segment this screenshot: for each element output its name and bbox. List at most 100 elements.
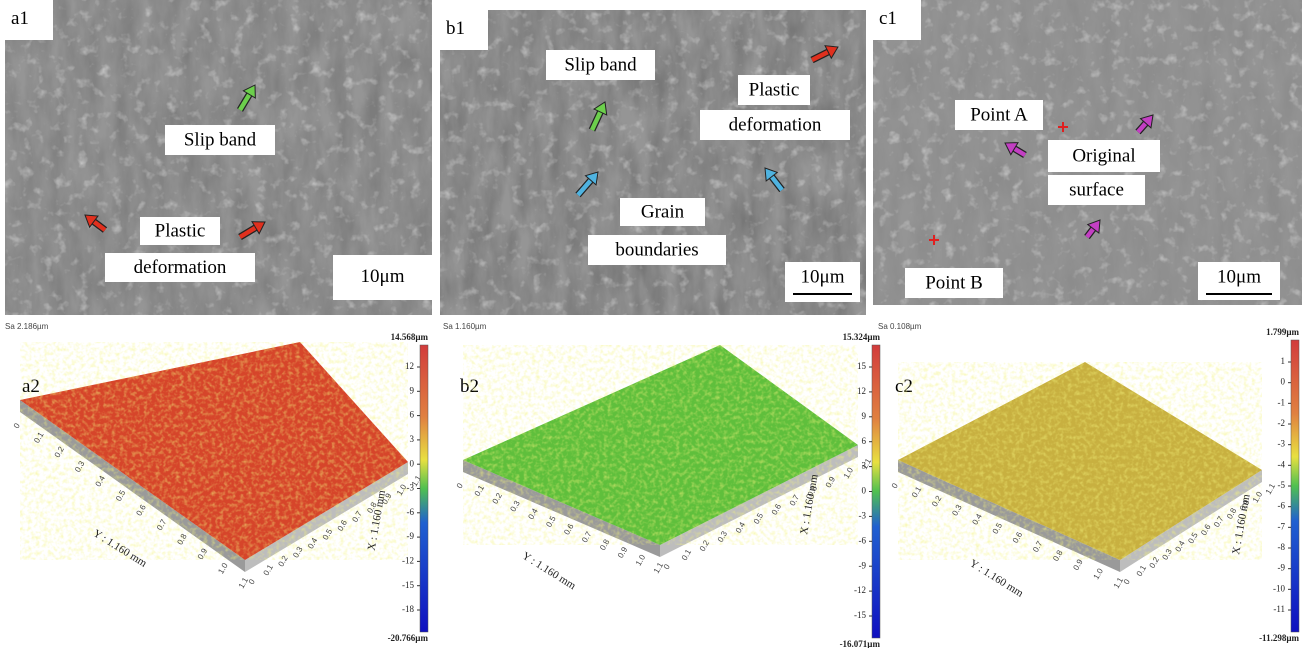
- colorbar: [420, 345, 428, 632]
- figure: a1 Slip band Plastic deformation 10μm b1 Slip …: [0, 0, 1304, 648]
- y-axis-tick: 0.8: [175, 532, 189, 547]
- y-axis-tick: 1.0: [634, 553, 648, 568]
- annotation: Point A: [970, 104, 1028, 125]
- x-axis-tick: 0.5: [752, 511, 766, 526]
- y-axis-tick: 0: [890, 481, 900, 490]
- colorbar-tick-label: -5: [1278, 480, 1286, 490]
- panel-label: c2: [895, 376, 913, 397]
- colorbar-min: -20.766µm: [388, 633, 429, 643]
- y-axis-tick: 0.3: [950, 503, 964, 518]
- y-axis-tick: 0.9: [196, 546, 210, 561]
- y-axis-tick: 0.4: [526, 506, 540, 521]
- colorbar-tick-label: 12: [857, 386, 866, 396]
- y-axis-tick: 0.9: [616, 545, 630, 560]
- annotation: Original: [1072, 145, 1135, 166]
- colorbar-tick-label: -6: [859, 535, 867, 545]
- annotation: boundaries: [615, 239, 698, 260]
- colorbar-tick-label: -18: [402, 604, 414, 614]
- x-axis-label: X : 1.160 mm: [1230, 493, 1253, 556]
- x-axis-tick: 0.3: [716, 529, 730, 544]
- colorbar-tick-label: 12: [405, 361, 414, 371]
- y-axis-tick: 0.6: [562, 522, 576, 537]
- sa-value: Sa 1.160µm: [443, 322, 487, 331]
- y-axis-tick: 0.1: [473, 483, 487, 498]
- x-axis-tick: 0.5: [321, 527, 335, 542]
- annotation: Slip band: [184, 129, 257, 150]
- colorbar-tick-label: -9: [1278, 563, 1286, 573]
- panel-label: b1: [446, 18, 465, 39]
- x-axis-tick: 1.1: [1264, 481, 1278, 496]
- annotation: Plastic: [749, 79, 800, 100]
- colorbar-tick-label: -7: [1278, 521, 1286, 531]
- y-axis-tick: 0.9: [1071, 557, 1085, 572]
- x-axis-tick: 0.1: [680, 547, 694, 562]
- y-axis-tick: 0.2: [491, 491, 505, 506]
- x-axis-tick: 0.4: [306, 536, 320, 551]
- y-axis-tick: 1.0: [1092, 566, 1106, 581]
- y-axis-label: Y : 1.160 mm: [967, 557, 1025, 600]
- x-axis-tick: 0.7: [788, 493, 802, 508]
- colorbar-tick-label: 1: [1281, 356, 1286, 366]
- x-axis-tick: 0.6: [770, 502, 784, 517]
- annotation: surface: [1069, 179, 1124, 200]
- x-axis-tick: 0.2: [1148, 555, 1162, 570]
- annotation: Slip band: [564, 54, 637, 75]
- x-axis-tick: 0.7: [350, 509, 364, 524]
- x-axis-tick: 0.1: [262, 563, 276, 578]
- colorbar-tick-label: 9: [410, 385, 415, 395]
- colorbar-tick-label: -3: [407, 483, 415, 493]
- y-axis-tick: 0.8: [1051, 548, 1065, 563]
- y-axis-label: Y : 1.160 mm: [520, 550, 578, 593]
- x-axis-tick: 1.0: [842, 466, 856, 481]
- y-axis-tick: 0: [455, 481, 465, 490]
- y-axis-tick: 0.5: [991, 521, 1005, 536]
- colorbar-max: 1.799µm: [1266, 327, 1299, 337]
- colorbar-tick-label: -12: [854, 585, 866, 595]
- x-axis-label: X : 1.160 mm: [366, 489, 389, 552]
- y-axis-tick: 0.6: [1011, 530, 1025, 545]
- y-axis-tick: 0.5: [544, 514, 558, 529]
- colorbar-tick-label: -15: [854, 610, 866, 620]
- y-axis-tick: 0.4: [94, 474, 108, 489]
- y-axis-tick: 0: [12, 421, 22, 430]
- scale-bar-label: 10μm: [361, 266, 405, 287]
- x-axis-tick: 0.3: [1160, 547, 1174, 562]
- x-axis-tick: 0.9: [824, 475, 838, 490]
- y-axis-tick: 0.1: [32, 430, 46, 445]
- colorbar-tick-label: -4: [1278, 459, 1286, 469]
- y-axis-tick: 1.0: [216, 561, 230, 576]
- colorbar-tick-label: -12: [402, 555, 414, 565]
- scale-bar-label: 10μm: [801, 266, 845, 287]
- y-axis-tick: 0.3: [73, 459, 87, 474]
- panel-label: a1: [11, 8, 29, 29]
- colorbar-tick-label: -10: [1273, 583, 1285, 593]
- x-axis-tick: 1.0: [1251, 490, 1265, 505]
- x-axis-tick: 0.2: [276, 554, 290, 569]
- colorbar-tick-label: -9: [859, 560, 867, 570]
- x-axis-tick: 0.3: [291, 545, 305, 560]
- y-axis-label: Y : 1.160 mm: [91, 527, 149, 570]
- annotation: deformation: [134, 257, 227, 278]
- colorbar-tick-label: -3: [1278, 439, 1286, 449]
- colorbar-tick-label: 3: [410, 434, 415, 444]
- colorbar-tick-label: -8: [1278, 542, 1286, 552]
- colorbar-max: 15.324µm: [843, 332, 881, 342]
- y-axis-tick: 0.1: [910, 485, 924, 500]
- colorbar: [1291, 340, 1299, 632]
- colorbar-tick-label: 9: [862, 411, 867, 421]
- colorbar-tick-label: -9: [407, 531, 415, 541]
- y-axis-tick: 0.2: [930, 494, 944, 509]
- colorbar-tick-label: -6: [1278, 501, 1286, 511]
- y-axis-tick: 0.3: [508, 499, 522, 514]
- colorbar-tick-label: 6: [862, 436, 867, 446]
- y-axis-tick: 0.5: [114, 488, 128, 503]
- x-axis-tick: 0.6: [336, 518, 350, 533]
- x-axis-tick: 0.7: [1212, 514, 1226, 529]
- panel-label: c1: [879, 8, 897, 29]
- annotation: deformation: [729, 114, 822, 135]
- y-axis-tick: 0.8: [598, 537, 612, 552]
- colorbar-min: -11.298µm: [1259, 633, 1299, 643]
- colorbar-tick-label: 15: [857, 361, 867, 371]
- y-axis-tick: 0.7: [580, 530, 594, 545]
- colorbar-max: 14.568µm: [391, 332, 429, 342]
